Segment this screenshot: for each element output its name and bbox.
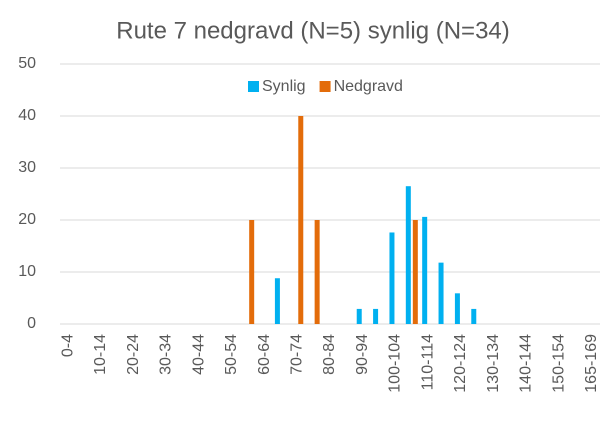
y-tick-label: 40 — [18, 107, 36, 124]
chart-title: Rute 7 nedgravd (N=5) synlig (N=34) — [116, 17, 510, 44]
x-tick-label: 30-34 — [158, 334, 175, 375]
legend-label: Nedgravd — [334, 78, 403, 95]
x-tick-label: 40-44 — [190, 334, 207, 375]
x-tick-label: 50-54 — [223, 334, 240, 375]
x-tick-label: 20-24 — [125, 334, 142, 375]
x-tick-label: 90-94 — [354, 334, 371, 375]
bar — [274, 278, 280, 324]
bar — [314, 220, 320, 324]
bar — [422, 216, 428, 324]
y-tick-label: 50 — [18, 55, 36, 72]
x-tick-label: 165-169 — [583, 334, 600, 393]
x-tick-label: 60-64 — [256, 334, 273, 375]
legend-swatch — [319, 81, 331, 92]
x-tick-label: 120-124 — [452, 334, 469, 393]
x-tick-label: 100-104 — [387, 334, 404, 393]
x-tick-label: 150-154 — [550, 334, 567, 393]
bar — [373, 308, 379, 324]
bar — [405, 186, 411, 324]
x-tick-label: 10-14 — [92, 334, 109, 375]
bar — [298, 116, 304, 324]
x-tick-label: 130-134 — [485, 334, 502, 393]
y-tick-label: 20 — [18, 211, 36, 228]
bar — [471, 308, 477, 324]
legend-label: Synlig — [262, 78, 306, 95]
x-tick-label: 0-4 — [59, 334, 76, 357]
x-tick-label: 70-74 — [288, 334, 305, 375]
x-tick-label: 140-144 — [518, 334, 535, 393]
bar — [356, 308, 362, 324]
y-tick-label: 30 — [18, 159, 36, 176]
bar — [454, 293, 460, 324]
x-tick-label: 80-84 — [321, 334, 338, 375]
y-tick-label: 0 — [27, 315, 36, 332]
bar — [249, 220, 255, 324]
y-tick-label: 10 — [18, 263, 36, 280]
x-tick-label: 110-114 — [419, 334, 436, 390]
bar — [412, 220, 418, 324]
legend-swatch — [248, 81, 259, 92]
bar — [438, 262, 444, 324]
bar — [389, 232, 395, 324]
